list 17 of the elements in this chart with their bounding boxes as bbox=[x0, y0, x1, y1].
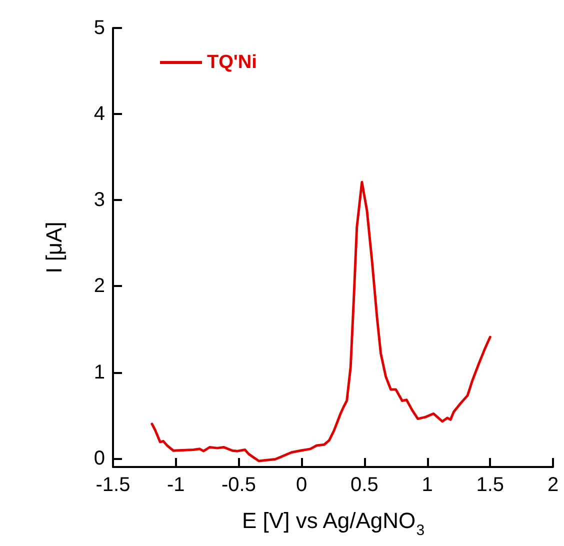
x-tick-label: 0.5 bbox=[350, 474, 378, 496]
y-tick-label: 2 bbox=[94, 275, 105, 298]
x-tick-label: -0.5 bbox=[221, 474, 256, 496]
line-series bbox=[150, 180, 492, 462]
legend-label: TQ'Ni bbox=[207, 52, 257, 73]
x-tick-label: -1.5 bbox=[96, 474, 130, 496]
y-tick-label: 4 bbox=[94, 103, 105, 126]
x-tick-label: 1.5 bbox=[476, 474, 504, 496]
y-axis-title: I [μA] bbox=[42, 222, 66, 274]
x-tick-label: 0 bbox=[296, 474, 308, 496]
y-tick-label: 1 bbox=[94, 361, 105, 384]
x-tick-label: -1 bbox=[166, 474, 185, 496]
y-tick-label: 3 bbox=[94, 189, 105, 212]
y-tick-label: 5 bbox=[94, 17, 105, 39]
x-tick-label: 1 bbox=[422, 474, 433, 496]
y-tick-label: 0 bbox=[94, 447, 105, 470]
x-tick-label: 2 bbox=[547, 474, 559, 496]
